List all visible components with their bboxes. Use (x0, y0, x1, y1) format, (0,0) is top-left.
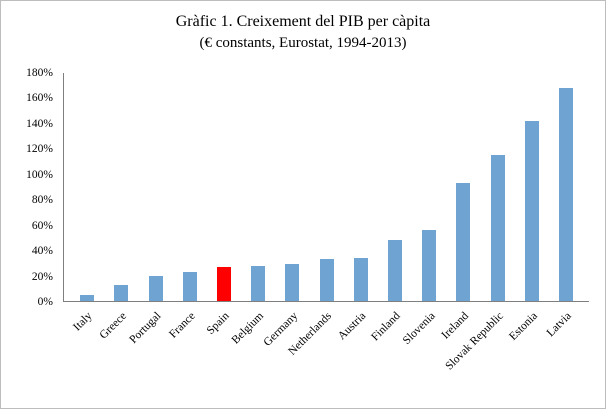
bar-germany (285, 264, 300, 301)
x-label-cell: Spain (204, 302, 240, 402)
bar-portugal (148, 275, 163, 301)
bar-column (173, 73, 207, 301)
chart-title: Gràfic 1. Creixement del PIB per càpita (175, 13, 431, 30)
bar-column (344, 73, 378, 301)
bar-column (480, 73, 514, 301)
y-axis: 0% 20% 40% 60% 80% 100% 120% 140% 160% 180% (1, 67, 59, 308)
x-label-cell: Netherlands (287, 302, 343, 402)
bar-column (104, 73, 138, 301)
y-tick-label: 120% (26, 143, 53, 156)
x-label-cell: France (167, 302, 206, 402)
x-tick-label: Latvia (545, 310, 575, 340)
bar-belgium (251, 265, 266, 301)
x-tick-label: France (166, 310, 198, 341)
x-label-cell: Latvia (545, 302, 583, 402)
bar-column (275, 73, 309, 301)
bar-column (241, 73, 275, 301)
chart-subtitle: (€ constants, Eurostat, 1994-2013) (199, 34, 407, 51)
bar-finland (387, 240, 402, 301)
x-label-cell: Portugal (127, 302, 172, 402)
bar-column (412, 73, 446, 301)
y-tick-label: 160% (26, 92, 53, 105)
bar-austria (353, 257, 368, 301)
bar-greece (114, 284, 129, 301)
bar-column (378, 73, 412, 301)
x-label-cell: Belgium (229, 302, 274, 402)
x-label-cell: Estonia (507, 302, 548, 402)
bar-italy (80, 294, 95, 301)
x-label-cell: Italy (69, 302, 103, 402)
bar-slovenia (422, 230, 437, 301)
bar-column (515, 73, 549, 301)
x-axis-labels: Italy Greece Portugal France Spain Belgium Ger… (63, 302, 589, 402)
y-tick-label: 60% (31, 219, 53, 232)
x-label-cell: Greece (97, 302, 137, 402)
bar-column (207, 73, 241, 301)
y-tick-label: 20% (31, 270, 53, 283)
bar-column (138, 73, 172, 301)
y-tick-label: 0% (37, 296, 53, 308)
bar-france (182, 271, 197, 301)
bar-latvia (558, 88, 573, 301)
x-label-cell: Slovenia (400, 302, 446, 402)
bar-spain (216, 266, 231, 301)
bar-ireland (456, 183, 471, 301)
plot-area (63, 73, 589, 302)
chart-title-block: Gràfic 1. Creixement del PIB per càpita … (1, 11, 605, 53)
bar-column (70, 73, 104, 301)
bar-column (309, 73, 343, 301)
bar-column (549, 73, 583, 301)
y-tick-label: 80% (31, 194, 53, 207)
y-tick-label: 140% (26, 117, 53, 130)
x-label-cell: Austria (336, 302, 377, 402)
x-tick-label: Italy (71, 310, 95, 334)
y-tick-label: 100% (26, 168, 53, 181)
bar-netherlands (319, 259, 334, 301)
y-tick-label: 40% (31, 245, 53, 258)
y-tick-label: 180% (26, 67, 53, 79)
bar-column (446, 73, 480, 301)
x-label-cell: Finland (370, 302, 411, 402)
bar-estonia (524, 121, 539, 301)
bar-slovak-republic (490, 155, 505, 301)
x-tick-label: Spain (204, 310, 232, 338)
x-label-cell: Slovak Republic (443, 302, 514, 402)
